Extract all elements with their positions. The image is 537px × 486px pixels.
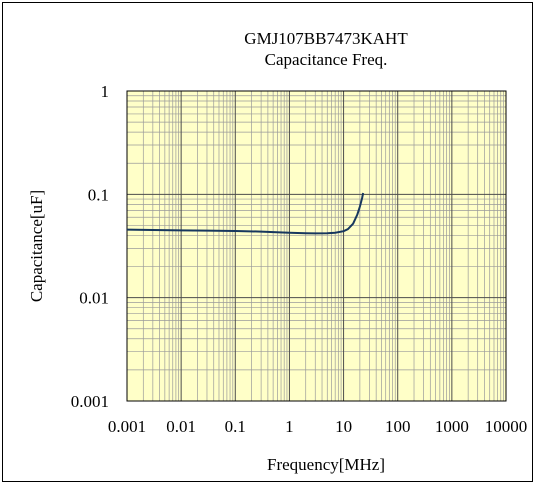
plot-border <box>126 90 507 402</box>
x-tick-labels: 0.001 0.01 0.1 1 10 100 1000 10000 <box>108 417 527 436</box>
x-tick-label: 0.1 <box>225 417 246 436</box>
plot-area <box>127 91 506 401</box>
y-tick-label: 0.1 <box>88 185 109 204</box>
y-tick-label: 0.001 <box>71 392 109 411</box>
x-tick-label: 1000 <box>435 417 469 436</box>
x-tick-label: 0.01 <box>166 417 196 436</box>
x-tick-label: 10000 <box>485 417 528 436</box>
y-axis-label: Capacitance[uF] <box>27 190 46 302</box>
chart-title: GMJ107BB7473KAHT <box>244 29 408 48</box>
x-tick-label: 1 <box>285 417 294 436</box>
minor-grid <box>127 91 506 401</box>
series-line <box>126 192 365 235</box>
major-grid <box>127 91 506 401</box>
x-tick-label: 100 <box>385 417 411 436</box>
y-tick-label: 1 <box>101 82 110 101</box>
y-tick-labels: 1 0.1 0.01 0.001 <box>71 82 109 411</box>
x-tick-label: 10 <box>335 417 352 436</box>
chart-subtitle: Capacitance Freq. <box>265 50 388 69</box>
x-axis-label: Frequency[MHz] <box>267 455 385 474</box>
y-tick-label: 0.01 <box>79 289 109 308</box>
x-tick-label: 0.001 <box>108 417 146 436</box>
